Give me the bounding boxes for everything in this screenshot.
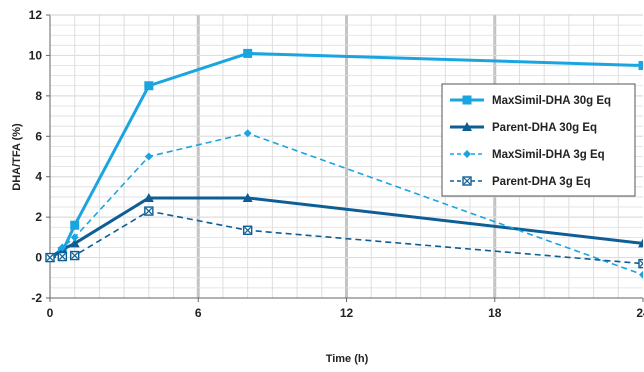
data-point <box>244 226 252 234</box>
x-axis-label: Time (h) <box>326 353 369 365</box>
legend-entry-label: Parent-DHA 3g Eq <box>492 176 591 188</box>
y-tick-label: 10 <box>29 48 43 62</box>
y-axis-label: DHA/TFA (%) <box>11 123 23 191</box>
data-point <box>46 254 54 262</box>
data-point <box>243 49 252 58</box>
x-tick-label: 0 <box>47 306 54 320</box>
y-tick-label: 8 <box>35 89 42 103</box>
legend-swatch-marker <box>463 177 471 185</box>
x-tick-label: 12 <box>340 306 354 320</box>
data-point <box>639 61 644 70</box>
y-tick-label: 4 <box>35 170 42 184</box>
x-tick-label: 18 <box>488 306 502 320</box>
legend-entry-label: MaxSimil-DHA 3g Eq <box>492 149 605 161</box>
y-tick-label: 2 <box>35 210 42 224</box>
y-tick-label: 0 <box>35 251 42 265</box>
data-point <box>70 221 79 230</box>
legend-entry-label: Parent-DHA 30g Eq <box>492 122 597 134</box>
data-point <box>145 153 153 161</box>
legend-swatch-marker <box>463 96 472 105</box>
y-tick-label: 12 <box>29 8 43 22</box>
data-point <box>144 81 153 90</box>
data-point <box>145 207 153 215</box>
y-tick-label: 6 <box>35 129 42 143</box>
data-point <box>639 260 644 268</box>
data-point <box>58 253 66 261</box>
x-tick-label: 24 <box>636 306 644 320</box>
data-point <box>71 252 79 260</box>
x-tick-label: 6 <box>195 306 202 320</box>
y-tick-label: -2 <box>31 291 42 305</box>
legend-entry-label: MaxSimil-DHA 30g Eq <box>492 95 611 107</box>
marker-box <box>639 260 644 268</box>
legend: MaxSimil-DHA 30g Eq Parent-DHA 30g Eq MaxS… <box>442 84 635 196</box>
